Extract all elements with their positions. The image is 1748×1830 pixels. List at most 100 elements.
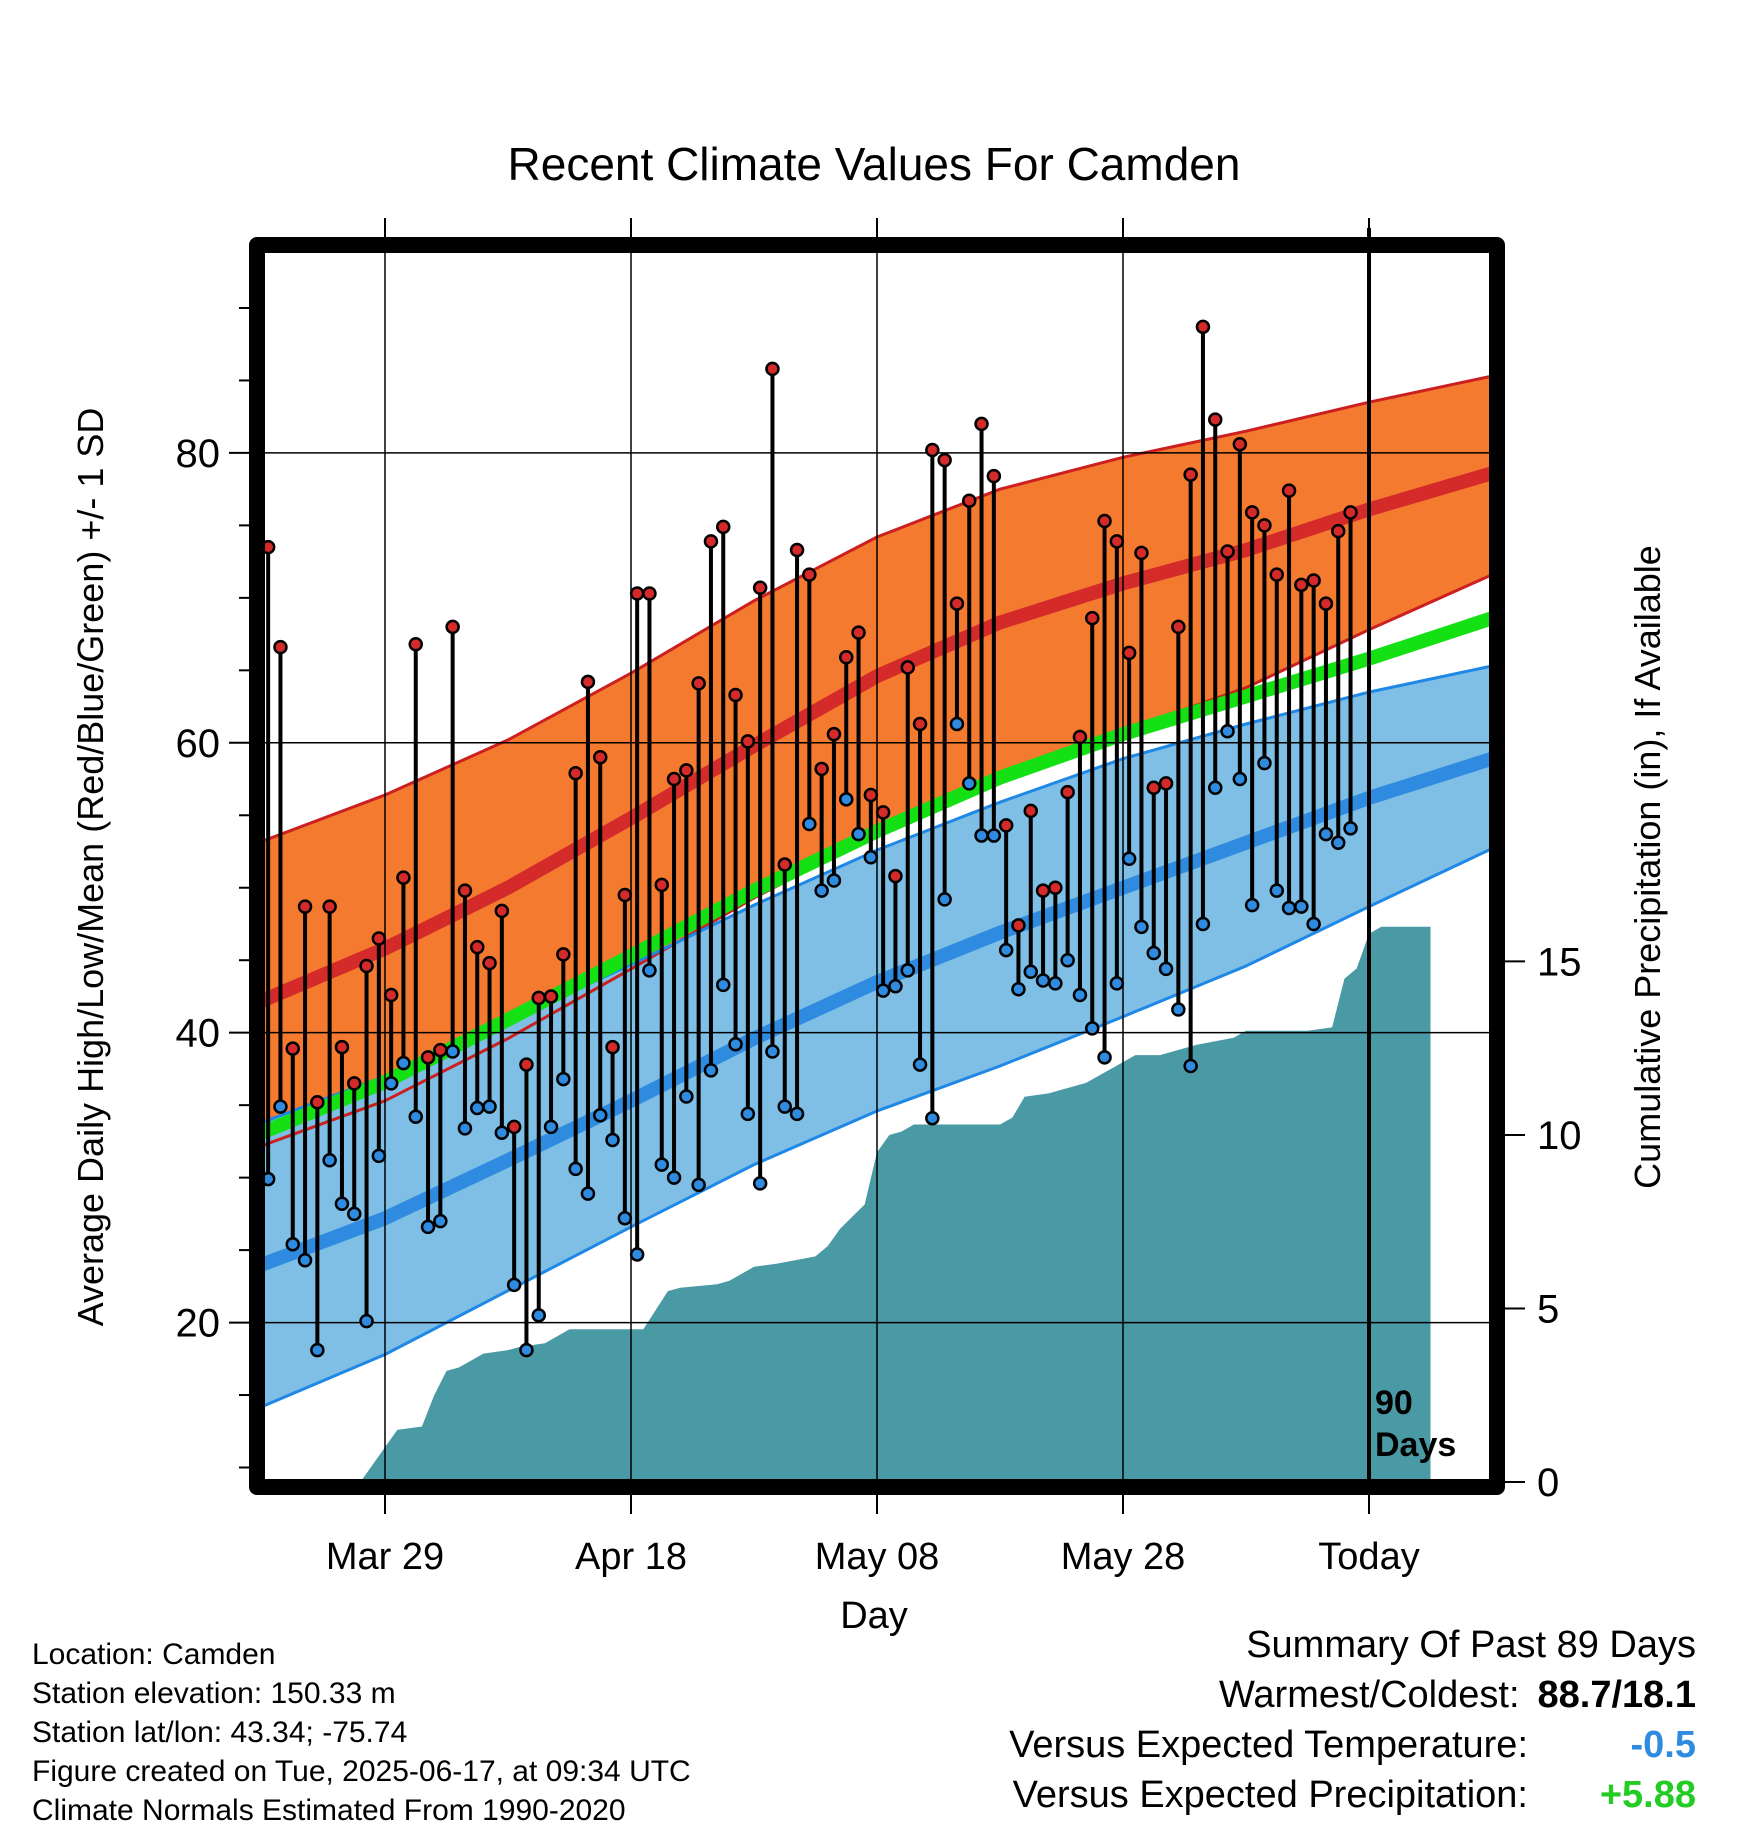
high-point xyxy=(851,625,866,640)
high-point xyxy=(1257,518,1272,533)
high-point xyxy=(974,416,989,432)
low-point xyxy=(789,1106,805,1122)
high-point xyxy=(875,805,891,820)
high-point xyxy=(1232,436,1248,452)
high-point xyxy=(986,468,1002,484)
low-point xyxy=(1023,964,1038,980)
low-point xyxy=(888,979,903,994)
plot-clipped xyxy=(262,250,1492,1482)
low-point xyxy=(703,1063,719,1078)
low-point xyxy=(494,1125,510,1140)
high-point xyxy=(666,771,682,787)
low-point xyxy=(863,850,879,865)
high-point xyxy=(1060,784,1075,800)
low-point xyxy=(716,977,731,993)
high-point xyxy=(359,958,374,974)
low-point xyxy=(531,1308,546,1323)
low-point xyxy=(691,1177,706,1193)
precip-value: +5.88 xyxy=(1599,1774,1696,1816)
high-point xyxy=(1035,883,1051,898)
high-point xyxy=(433,1042,448,1058)
high-point xyxy=(568,765,583,781)
low-point xyxy=(1318,826,1334,842)
temp-value: -0.5 xyxy=(1630,1724,1696,1766)
high-point xyxy=(420,1050,436,1065)
high-point xyxy=(322,899,337,914)
high-point xyxy=(1085,610,1100,626)
low-point xyxy=(1035,973,1051,988)
y-tick-label: 40 xyxy=(176,1012,221,1056)
low-point xyxy=(728,1037,743,1052)
precip-row: Versus Expected Precipitation: +5.88 xyxy=(1009,1770,1696,1820)
y-tick-label: 20 xyxy=(176,1302,221,1346)
high-point xyxy=(605,1039,620,1055)
high-point xyxy=(949,596,965,611)
low-point xyxy=(1097,1050,1112,1065)
high-point xyxy=(752,580,768,595)
low-point xyxy=(1060,952,1075,968)
low-point xyxy=(506,1277,522,1293)
summary-block: Summary Of Past 89 Days Warmest/Coldest:… xyxy=(1009,1620,1696,1820)
low-point xyxy=(1331,835,1346,851)
high-point xyxy=(1048,880,1063,895)
low-point xyxy=(1232,771,1248,787)
low-point xyxy=(580,1186,596,1201)
high-point xyxy=(765,361,780,377)
high-point xyxy=(802,567,817,582)
high-point xyxy=(777,857,792,872)
low-point xyxy=(359,1313,374,1329)
high-point xyxy=(1072,729,1088,745)
high-point xyxy=(937,452,952,468)
low-point xyxy=(998,942,1014,958)
low-point xyxy=(433,1213,448,1229)
low-point xyxy=(912,1057,928,1072)
high-point xyxy=(1220,544,1235,559)
temp-row: Versus Expected Temperature: -0.5 xyxy=(1009,1720,1696,1770)
low-point xyxy=(839,792,854,807)
low-point xyxy=(285,1237,300,1252)
low-point xyxy=(851,826,866,842)
low-point xyxy=(617,1210,633,1226)
low-point xyxy=(629,1247,645,1262)
high-point xyxy=(900,660,915,675)
high-point xyxy=(703,534,719,549)
low-point xyxy=(802,816,817,832)
low-point xyxy=(457,1121,473,1136)
low-point xyxy=(1195,916,1211,932)
low-point xyxy=(1306,916,1321,932)
high-point xyxy=(654,877,669,893)
high-point xyxy=(1011,918,1026,933)
low-point xyxy=(1011,981,1026,997)
high-point xyxy=(925,442,940,458)
low-point xyxy=(556,1071,571,1087)
high-point xyxy=(863,787,879,803)
high-point xyxy=(408,636,423,652)
x-tick-label: Today xyxy=(1318,1536,1419,1578)
low-point xyxy=(949,716,965,732)
low-point xyxy=(310,1342,325,1358)
high-point xyxy=(383,987,399,1003)
low-point xyxy=(273,1099,288,1114)
high-point xyxy=(629,586,645,601)
y-axis-label: Average Daily High/Low/Mean (Red/Blue/Gr… xyxy=(70,408,111,1327)
high-point xyxy=(679,763,694,778)
low-point xyxy=(1269,883,1284,898)
high-point xyxy=(740,734,756,749)
high-point xyxy=(789,542,805,558)
x-tick-label: May 08 xyxy=(815,1536,940,1578)
low-point xyxy=(777,1099,792,1114)
high-point xyxy=(1171,619,1186,635)
high-point xyxy=(1244,505,1260,520)
low-point xyxy=(396,1055,411,1071)
high-point xyxy=(334,1039,350,1055)
low-point xyxy=(334,1196,350,1211)
low-point xyxy=(543,1119,559,1135)
elevation-text: Station elevation: 150.33 m xyxy=(32,1677,396,1710)
low-point xyxy=(420,1219,436,1235)
warmest-row: Warmest/Coldest: 88.7/18.1 xyxy=(1009,1670,1696,1720)
high-point xyxy=(519,1057,534,1072)
high-point xyxy=(814,761,829,777)
high-point xyxy=(826,726,842,742)
low-point xyxy=(740,1106,756,1122)
